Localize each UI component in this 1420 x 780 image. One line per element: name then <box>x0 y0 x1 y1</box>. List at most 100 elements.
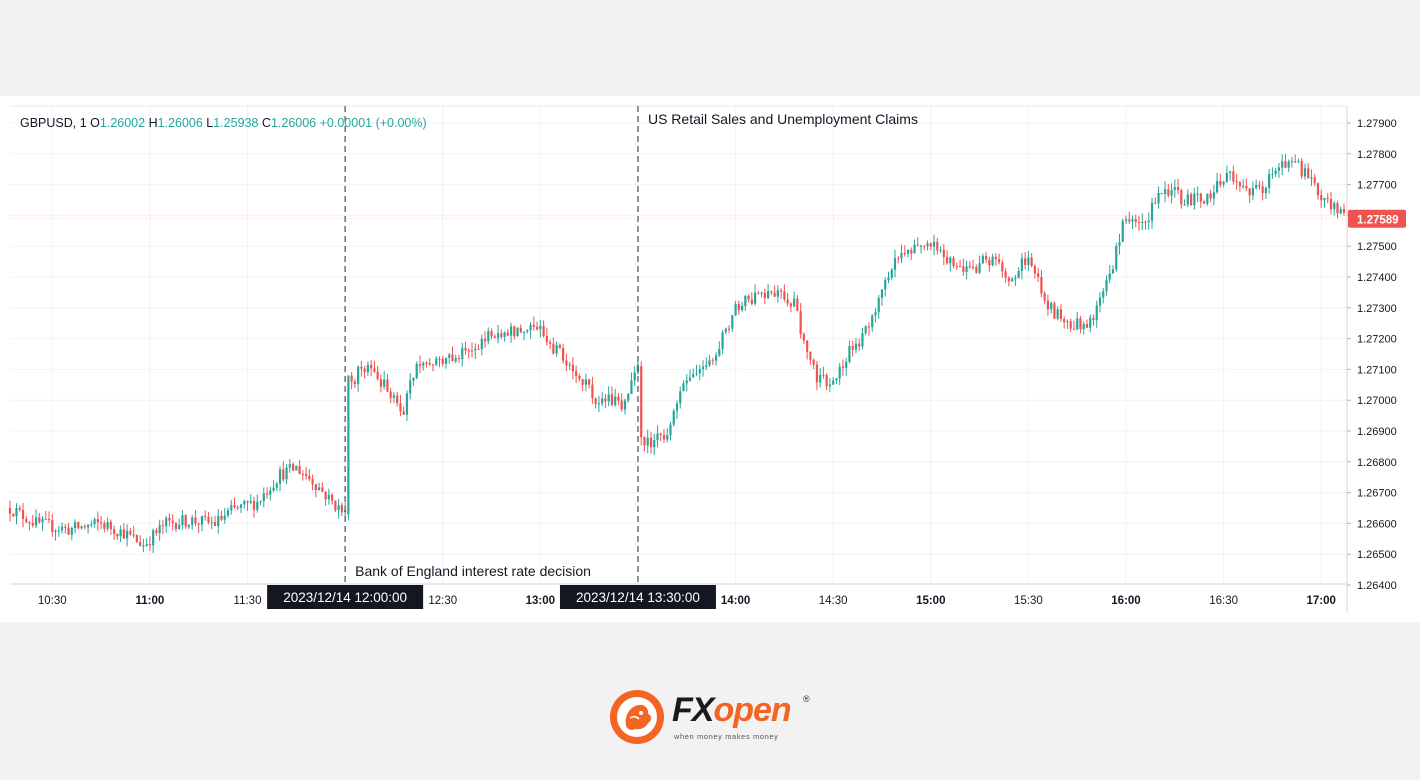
candle-body <box>200 515 204 525</box>
candle-body <box>350 375 353 382</box>
candle-body <box>848 345 851 362</box>
candle-body <box>562 347 565 361</box>
candle-body <box>1167 189 1170 196</box>
logo-open: open <box>713 691 791 729</box>
candle-body <box>77 522 80 529</box>
chart-panel: 1.279001.278001.277001.276001.275001.274… <box>0 96 1420 622</box>
candle-body <box>288 464 291 468</box>
candle-body <box>991 256 994 266</box>
candle-body <box>545 335 548 343</box>
candle-body <box>539 325 542 330</box>
candle-body <box>998 259 1001 263</box>
candle-body <box>272 487 275 491</box>
candle-body <box>955 266 958 268</box>
candle-body <box>890 269 893 278</box>
candle-body <box>435 358 438 365</box>
candle-body <box>1235 181 1238 183</box>
candle-body <box>402 411 405 415</box>
candle-body <box>669 424 672 436</box>
candle-body <box>158 525 161 534</box>
candle-body <box>31 522 34 526</box>
candle-body <box>47 519 51 521</box>
candle-body <box>549 342 552 344</box>
candle-body <box>1141 221 1144 223</box>
candle-body <box>646 437 649 446</box>
candle-body <box>477 348 480 350</box>
x-tick-label: 16:00 <box>1111 595 1140 607</box>
candle-body <box>1154 202 1157 204</box>
y-tick-label: 1.26400 <box>1357 580 1397 592</box>
candle-body <box>841 366 845 368</box>
candle-body <box>308 475 311 480</box>
candle-body <box>767 291 770 299</box>
candle-body <box>832 380 835 385</box>
candle-body <box>565 360 568 366</box>
candle-body <box>461 347 464 360</box>
candle-body <box>555 345 558 354</box>
candle-body <box>217 515 220 526</box>
candle-body <box>1274 170 1277 174</box>
candle-body <box>701 366 705 370</box>
candle-body <box>1115 246 1118 270</box>
candle-body <box>132 534 135 536</box>
candle-body <box>509 326 513 336</box>
candle-body <box>773 292 776 297</box>
candle-body <box>86 524 90 528</box>
x-tick-label: 12:30 <box>428 595 457 607</box>
candle-body <box>142 545 145 547</box>
candle-body <box>620 400 623 410</box>
candle-body <box>259 500 262 502</box>
candle-body <box>467 350 470 352</box>
candle-body <box>1118 241 1121 247</box>
candle-body <box>809 351 812 360</box>
candle-body <box>1160 193 1163 195</box>
candle-body <box>38 517 41 523</box>
candle-body <box>155 530 158 534</box>
candle-body <box>1303 168 1307 177</box>
candle-body <box>1134 219 1137 222</box>
candle-body <box>1297 160 1300 162</box>
candle-body <box>262 493 265 501</box>
candle-body <box>880 289 884 298</box>
candle-body <box>1128 219 1131 222</box>
last-price-tag-bg <box>1348 209 1406 228</box>
candle-body <box>448 354 451 358</box>
candle-body <box>220 515 223 520</box>
candle-body <box>516 327 519 337</box>
legend-c-label: C <box>262 116 271 130</box>
legend-change: +0.00001 (+0.00%) <box>320 116 427 130</box>
candle-body <box>1046 300 1050 310</box>
candle-body <box>304 474 308 476</box>
candle-body <box>597 403 601 405</box>
y-tick-label: 1.27900 <box>1357 118 1397 130</box>
candle-body <box>815 364 819 383</box>
logo-wordmark: FXopen <box>672 691 792 729</box>
candle-body <box>1251 188 1254 196</box>
candle-body <box>737 303 740 311</box>
candle-body <box>441 358 444 364</box>
candle-body <box>532 324 535 327</box>
candle-body <box>692 374 695 378</box>
candle-body <box>415 363 418 379</box>
candle-body <box>718 348 721 356</box>
event-time-tag-bg <box>559 585 716 609</box>
candle-body <box>51 519 54 532</box>
legend-o-label: O <box>90 116 100 130</box>
candle-body <box>939 249 942 251</box>
candle-body <box>770 291 773 293</box>
candle-body <box>457 357 461 360</box>
candle-body <box>1001 262 1004 272</box>
legend-l-label: L <box>206 116 213 130</box>
candle-body <box>802 334 805 341</box>
legend-c-value: 1.26006 <box>271 116 320 130</box>
candle-body <box>1206 193 1209 204</box>
candle-body <box>41 518 44 523</box>
candle-body <box>535 326 539 330</box>
candle-body <box>126 530 129 539</box>
candle-body <box>113 529 116 534</box>
candle-body <box>474 348 477 351</box>
candle-body <box>906 249 910 254</box>
candle-body <box>584 379 587 385</box>
x-tick-label: 10:30 <box>38 595 67 607</box>
candle-body <box>936 241 939 251</box>
